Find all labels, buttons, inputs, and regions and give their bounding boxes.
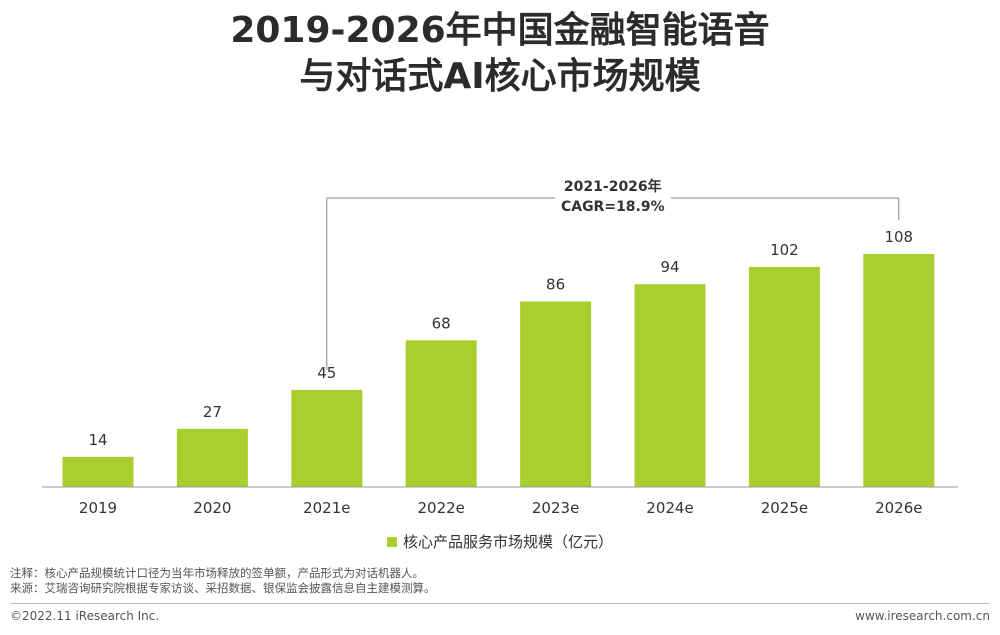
value-label-2021e: 45 (317, 364, 336, 382)
bar-2022e (405, 340, 477, 487)
legend-swatch (386, 537, 397, 547)
footer-divider (10, 603, 990, 604)
x-tick-2019: 2019 (79, 499, 117, 517)
cagr-label-rate: CAGR=18.9% (561, 199, 665, 215)
legend: 核心产品服务市场规模（亿元） (0, 531, 1000, 552)
x-tick-2023e: 2023e (532, 499, 579, 517)
note-source: 来源：艾瑞咨询研究院根据专家访谈、采招数据、银保监会披露信息自主建模测算。 (10, 581, 436, 595)
x-tick-2025e: 2025e (761, 499, 808, 517)
bar-2021e (291, 389, 363, 487)
value-label-2025e: 102 (770, 241, 799, 259)
value-label-2023e: 86 (546, 276, 565, 294)
cagr-label-years: 2021-2026年 (564, 178, 662, 195)
value-labels-group: 14 27 45 68 86 94 102 108 (88, 228, 913, 449)
x-tick-labels-group: 2019 2020 2021e 2022e 2023e 2024e 2025e 2026e (79, 499, 923, 517)
value-label-2024e: 94 (660, 258, 679, 276)
value-label-2022e: 68 (432, 314, 451, 332)
chart-title-line1: 2019-2026年中国金融智能语音 (230, 10, 770, 51)
bar-2024e (634, 284, 706, 487)
x-tick-2020: 2020 (193, 499, 231, 517)
bar-2019 (62, 456, 134, 487)
notes: 注释：核心产品规模统计口径为当年市场释放的签单额，产品形式为对话机器人。 来源：… (10, 566, 436, 596)
bar-2023e (520, 301, 592, 487)
bars-group (62, 254, 935, 488)
chart-title: 2019-2026年中国金融智能语音 与对话式AI核心市场规模 (0, 8, 1000, 100)
note-definition: 注释：核心产品规模统计口径为当年市场释放的签单额，产品形式为对话机器人。 (10, 566, 424, 580)
cagr-annotation: 2021-2026年 CAGR=18.9% (326, 178, 900, 370)
value-label-2020: 27 (203, 403, 222, 421)
x-tick-2026e: 2026e (875, 499, 922, 517)
bar-2026e (863, 254, 935, 487)
bar-2020 (176, 428, 248, 488)
bar-2025e (748, 266, 820, 487)
x-tick-2021e: 2021e (303, 499, 350, 517)
x-tick-2022e: 2022e (417, 499, 464, 517)
footer-copyright: ©2022.11 iResearch Inc. (10, 609, 160, 623)
footer-website: www.iresearch.com.cn (855, 609, 990, 623)
chart-title-line2: 与对话式AI核心市场规模 (299, 56, 701, 97)
x-tick-2024e: 2024e (646, 499, 693, 517)
value-label-2019: 14 (88, 431, 107, 449)
value-label-2026e: 108 (884, 228, 913, 246)
legend-label: 核心产品服务市场规模（亿元） (402, 533, 613, 551)
